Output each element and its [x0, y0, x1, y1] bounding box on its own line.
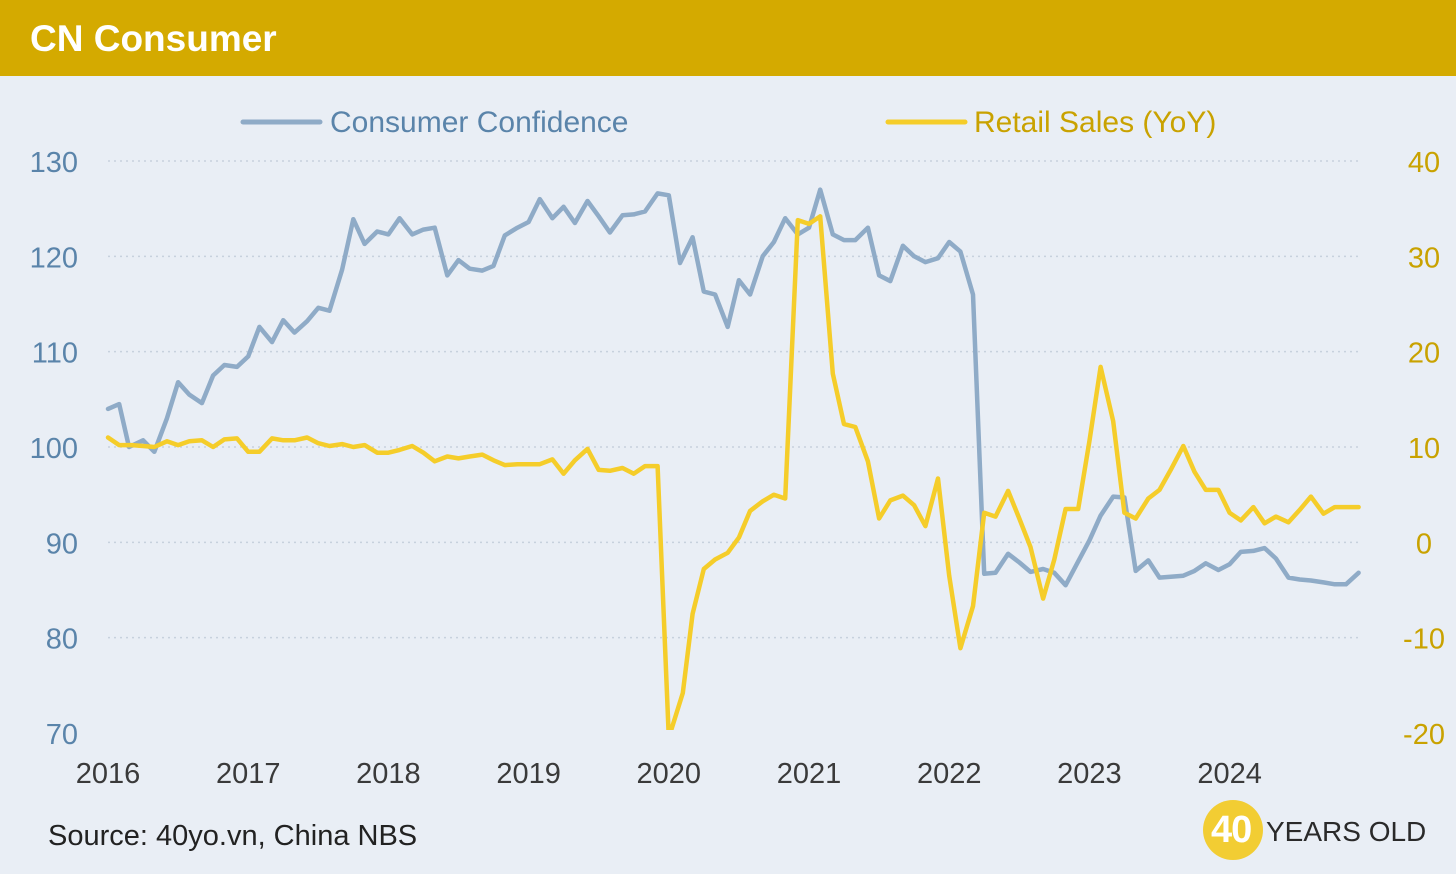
right-tick-label: -10 [1403, 624, 1445, 656]
x-tick-label: 2018 [356, 758, 421, 790]
legend: Consumer Confidence Retail Sales (YoY) [240, 106, 1216, 139]
logo-text: YEARS OLD [1266, 816, 1427, 847]
x-tick-label: 2024 [1197, 758, 1262, 790]
right-tick-label: 30 [1408, 242, 1440, 274]
left-tick-label: 90 [46, 528, 78, 560]
x-tick-label: 2016 [76, 758, 141, 790]
x-tick-label: 2017 [216, 758, 281, 790]
left-tick-label: 110 [32, 338, 78, 370]
right-axis-ticks: 40 30 20 10 0 -10 -20 [1403, 147, 1445, 751]
left-tick-label: 120 [30, 242, 78, 274]
right-tick-label: 10 [1408, 433, 1440, 465]
legend-label: Consumer Confidence [330, 106, 629, 139]
brand-logo: 40 YEARS OLD [1203, 800, 1443, 862]
logo-circle-icon [1203, 800, 1263, 860]
series-line-retail-sales [105, 214, 1361, 730]
page-title: CN Consumer [30, 18, 277, 59]
logo-number: 40 [1211, 809, 1252, 851]
series-lines [105, 187, 1361, 730]
left-tick-label: 80 [46, 624, 78, 656]
x-tick-label: 2019 [496, 758, 561, 790]
legend-item-retail-sales: Retail Sales (YoY) [885, 106, 1216, 139]
left-tick-label: 100 [30, 433, 78, 465]
left-axis-ticks: 130 120 110 100 90 80 70 [30, 147, 78, 751]
series-line-consumer-confidence [105, 187, 1361, 588]
right-tick-label: 40 [1408, 147, 1440, 179]
legend-item-consumer-confidence: Consumer Confidence [240, 106, 629, 139]
source-note: Source: 40yo.vn, China NBS [48, 820, 418, 852]
right-tick-label: 0 [1416, 528, 1432, 560]
right-tick-label: 20 [1408, 338, 1440, 370]
legend-label: Retail Sales (YoY) [974, 106, 1216, 139]
x-axis-ticks: 2016 2017 2018 2019 2020 2021 2022 2023 2024 [76, 758, 1262, 790]
x-tick-label: 2020 [637, 758, 702, 790]
left-tick-label: 70 [46, 719, 78, 751]
x-tick-label: 2023 [1057, 758, 1122, 790]
left-tick-label: 130 [30, 147, 78, 179]
x-tick-label: 2022 [917, 758, 982, 790]
right-tick-label: -20 [1403, 719, 1445, 751]
title-banner: CN Consumer [0, 0, 1456, 76]
x-tick-label: 2021 [777, 758, 842, 790]
grid-lines [108, 160, 1360, 639]
